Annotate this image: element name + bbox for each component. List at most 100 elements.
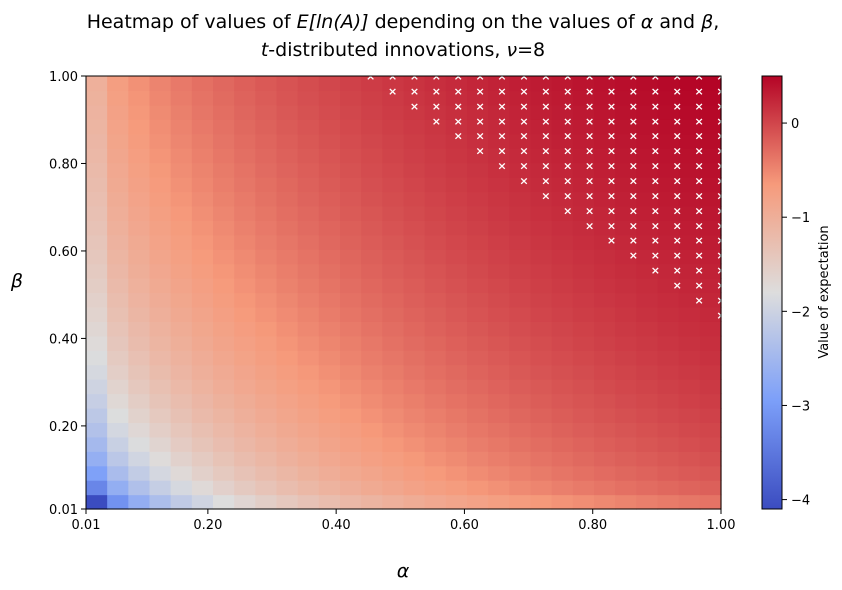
heatmap-cell	[276, 335, 299, 351]
heatmap-cell	[636, 451, 659, 467]
heatmap-cell	[191, 177, 214, 193]
heatmap-cell	[467, 422, 489, 438]
heatmap-cell	[509, 436, 532, 452]
heatmap-cell	[403, 220, 426, 236]
heatmap-cell	[594, 451, 616, 467]
heatmap-cell	[340, 407, 362, 423]
heatmap-cell	[657, 407, 680, 423]
heatmap-cell	[234, 422, 256, 438]
cell-marker: ×	[541, 115, 550, 128]
heatmap-cell	[191, 148, 214, 164]
heatmap-cell	[424, 494, 447, 510]
heatmap-cell	[276, 364, 299, 380]
heatmap-cell	[361, 234, 383, 250]
heatmap-cell	[340, 162, 362, 178]
heatmap-cell	[234, 162, 256, 178]
heatmap-cell	[297, 148, 320, 164]
heatmap-cell	[297, 104, 320, 120]
heatmap-cell	[128, 422, 151, 438]
heatmap-cell	[572, 494, 595, 510]
y-tick-label: 0.01	[49, 503, 78, 518]
heatmap-cell	[340, 292, 362, 308]
cell-marker: ×	[607, 204, 616, 217]
heatmap-cell	[445, 278, 468, 294]
heatmap-cell	[467, 133, 489, 149]
heatmap-cell	[276, 393, 299, 409]
heatmap-cell	[361, 162, 383, 178]
heatmap-cell	[615, 465, 637, 481]
heatmap-cell	[615, 133, 637, 149]
heatmap-cell	[128, 407, 151, 423]
heatmap-cell	[467, 321, 489, 337]
heatmap-cell	[340, 422, 362, 438]
heatmap-cell	[276, 321, 299, 337]
heatmap-cell	[445, 263, 468, 279]
heatmap-cell	[234, 321, 256, 337]
heatmap-cell	[213, 191, 235, 207]
heatmap-cell	[213, 306, 235, 322]
heatmap-cell	[213, 263, 235, 279]
heatmap-cell	[361, 465, 383, 481]
heatmap-cell	[615, 364, 637, 380]
heatmap-cell	[234, 90, 256, 106]
y-axis-ticks: 0.01 0.20 0.40 0.60 0.80 1.00	[49, 70, 86, 518]
heatmap-cell	[445, 364, 468, 380]
heatmap-cell	[255, 263, 278, 279]
heatmap-cell	[615, 321, 637, 337]
heatmap-cell	[488, 119, 510, 135]
heatmap-cell	[699, 422, 722, 438]
heatmap-cell	[318, 205, 341, 221]
heatmap-cell	[678, 263, 701, 279]
heatmap-cell	[657, 393, 680, 409]
chart-title-line1: Heatmap of values of E[ln(A)] depending …	[87, 11, 720, 33]
heatmap-cell	[170, 465, 193, 481]
heatmap-cell	[107, 133, 129, 149]
heatmap-cell	[636, 350, 659, 366]
heatmap-cell	[403, 76, 426, 92]
heatmap-cell	[86, 393, 108, 409]
heatmap-cell	[424, 422, 447, 438]
heatmap-cell	[128, 480, 151, 496]
heatmap-cell	[213, 104, 235, 120]
heatmap-cell	[276, 104, 299, 120]
heatmap-cell	[594, 364, 616, 380]
heatmap-cell	[318, 104, 341, 120]
heatmap-cell	[699, 379, 722, 395]
heatmap-cell	[699, 177, 722, 193]
heatmap-cell	[340, 90, 362, 106]
cell-marker: ×	[673, 264, 682, 277]
heatmap-cell	[636, 422, 659, 438]
heatmap-cell	[318, 76, 341, 92]
heatmap-cell	[361, 451, 383, 467]
heatmap-cell	[234, 451, 256, 467]
heatmap-cell	[128, 162, 151, 178]
heatmap-cell	[467, 306, 489, 322]
cell-marker: ×	[607, 100, 616, 113]
cell-marker: ×	[563, 85, 572, 98]
heatmap-cell	[170, 407, 193, 423]
heatmap-cell	[213, 335, 235, 351]
heatmap-cell	[678, 321, 701, 337]
heatmap-cell	[361, 278, 383, 294]
heatmap-cell	[107, 407, 129, 423]
heatmap-cell	[128, 205, 151, 221]
heatmap-cell	[234, 364, 256, 380]
heatmap-cell	[615, 76, 637, 92]
heatmap-cell	[276, 350, 299, 366]
heatmap-cell	[382, 133, 405, 149]
heatmap-cell	[361, 350, 383, 366]
heatmap-cell	[636, 379, 659, 395]
heatmap-cell	[636, 494, 659, 510]
heatmap-cell	[551, 177, 574, 193]
heatmap-cell	[191, 321, 214, 337]
heatmap-cell	[149, 292, 172, 308]
cell-marker: ×	[607, 234, 616, 247]
heatmap-cell	[572, 263, 595, 279]
heatmap-cell	[467, 119, 489, 135]
heatmap-cell	[234, 292, 256, 308]
heatmap-cell	[615, 249, 637, 265]
heatmap-cell	[340, 335, 362, 351]
heatmap-cell	[445, 321, 468, 337]
heatmap-cell	[657, 133, 680, 149]
heatmap-cell	[191, 364, 214, 380]
